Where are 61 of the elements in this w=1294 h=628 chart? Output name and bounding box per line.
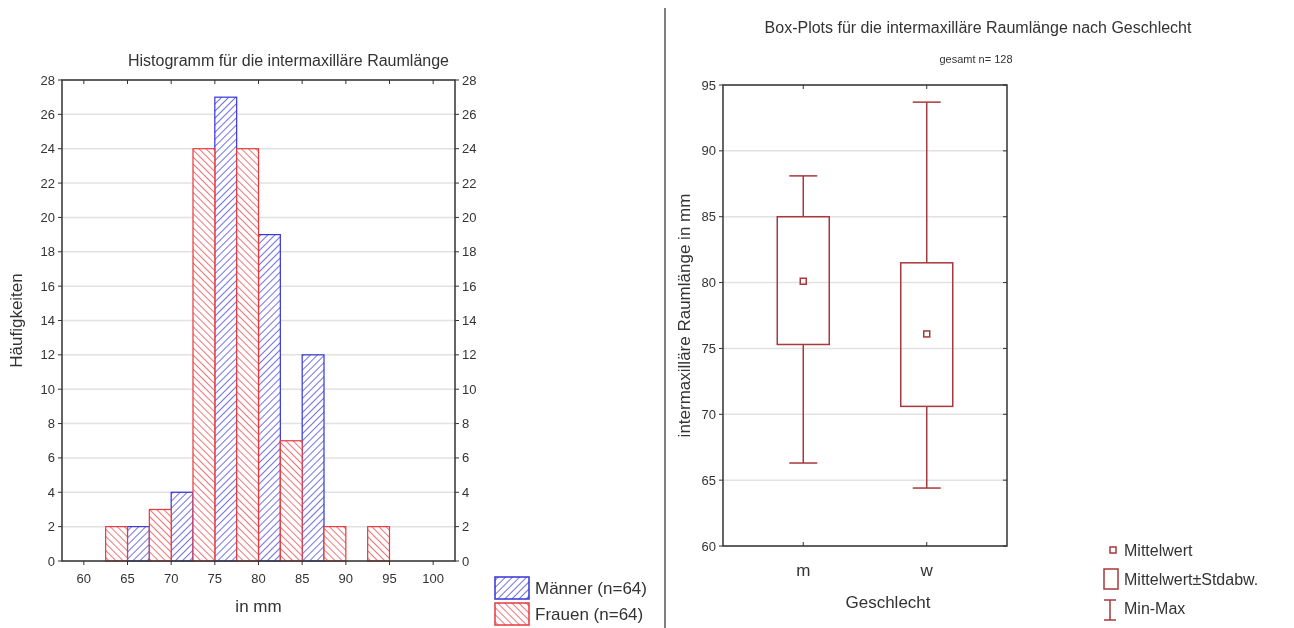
y2-tick-label: 12 [462,347,477,363]
y-tick-label: 60 [701,538,716,554]
y-tick-label: 95 [701,77,716,93]
x-tick-label: 75 [207,571,223,586]
x-tick-label: w [919,561,934,580]
chart-subtitle: gesamt n= 128 [939,53,1013,65]
x-tick-label: 65 [120,571,135,586]
x-tick-label: 100 [422,571,445,586]
x-tick-label: 60 [76,571,92,586]
y-axis-title: intermaxilläre Raumlänge in mm [675,193,694,438]
y-tick-label: 20 [40,209,55,225]
y-axis-title: Häufigkeiten [7,273,26,368]
y-tick-label: 0 [47,553,55,569]
y-tick-label: 80 [701,275,716,291]
y-tick-label: 4 [47,484,55,500]
text: Mittelwert±Stdabw. [1124,570,1259,588]
y-tick-label: 28 [40,72,55,88]
y-tick-label: 12 [40,347,55,363]
y-tick-label: 16 [40,278,55,294]
x-axis-title: Geschlecht [845,593,931,612]
y2-tick-label: 8 [462,416,470,432]
x-tick-label: 70 [163,571,179,586]
y2-tick-label: 22 [462,175,477,191]
y-tick-label: 6 [47,450,55,466]
x-axis-title: in mm [235,597,282,616]
y-tick-label: 26 [40,106,55,122]
y-tick-label: 75 [701,340,716,356]
y-tick-label: 24 [40,141,55,157]
legend-label: Frauen (n=64) [535,604,644,624]
text: Mittelwert [1124,541,1194,559]
y-tick-label: 14 [40,313,55,329]
x-tick-label: 90 [338,571,354,586]
chart-title: Histogramm für die intermaxilläre Raumlänge [127,52,450,69]
y2-tick-label: 18 [462,244,477,260]
text: Min-Max [1124,599,1186,617]
y2-tick-label: 10 [462,381,477,397]
legend-label: Männer (n=64) [535,578,647,598]
y2-tick-label: 4 [462,484,470,500]
y2-tick-label: 6 [462,450,470,466]
y2-tick-label: 20 [462,209,477,225]
y2-tick-label: 24 [462,141,477,157]
y-tick-label: 8 [47,416,55,432]
y2-tick-label: 2 [462,519,470,535]
y-tick-label: 18 [40,244,55,260]
y2-tick-label: 16 [462,278,477,294]
y2-tick-label: 0 [462,553,470,569]
y-tick-label: 90 [701,143,716,159]
x-tick-label: 80 [251,571,266,586]
x-tick-label: 85 [294,571,310,586]
chart-title: Box-Plots für die intermaxilläre Raumlänge nach Geschlecht [764,19,1192,36]
x-tick-label: m [796,561,811,580]
y-tick-label: 22 [40,175,55,191]
y2-tick-label: 26 [462,106,477,122]
y-tick-label: 65 [701,472,716,488]
y-tick-label: 2 [47,519,55,535]
x-tick-label: 95 [382,571,397,586]
y2-tick-label: 28 [462,72,477,88]
y2-tick-label: 14 [462,313,477,329]
y-tick-label: 70 [701,406,716,422]
y-tick-label: 10 [40,381,55,397]
y-tick-label: 85 [701,209,716,225]
